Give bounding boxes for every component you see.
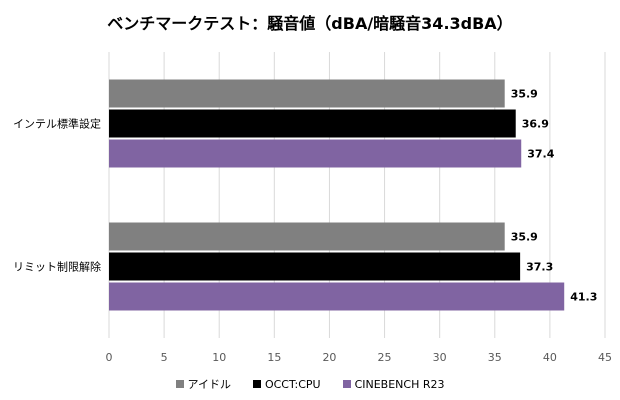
legend-entry: CINEBENCH R23 <box>342 376 445 392</box>
legend-entry: アイドル <box>175 376 231 392</box>
legend-swatch <box>252 380 261 388</box>
x-tick-label: 15 <box>267 351 281 364</box>
x-tick-label: 0 <box>106 351 113 364</box>
x-tick-label: 35 <box>488 351 502 364</box>
bar <box>109 222 505 251</box>
legend: アイドル OCCT:CPU CINEBENCH R23 <box>0 376 620 392</box>
x-tick-label: 30 <box>433 351 447 364</box>
legend-label: CINEBENCH R23 <box>354 377 445 391</box>
legend-entry: OCCT:CPU <box>252 376 321 392</box>
legend-label: OCCT:CPU <box>264 377 321 391</box>
bar <box>109 139 522 168</box>
legend-label: アイドル <box>187 378 231 391</box>
x-tick-label: 40 <box>543 351 557 364</box>
chart-title: ベンチマークテスト：騒音値（dBA/暗騒音34.3dBA） <box>107 14 513 33</box>
legend-swatch <box>175 380 184 388</box>
bar <box>109 79 505 108</box>
bar-value-label: 37.4 <box>527 148 554 161</box>
x-tick-label: 20 <box>322 351 336 364</box>
bar <box>109 282 565 311</box>
bar-value-label: 41.3 <box>570 291 597 304</box>
bar-value-label: 37.3 <box>526 261 553 274</box>
x-tick-label: 10 <box>212 351 226 364</box>
bar-value-label: 36.9 <box>522 118 549 131</box>
x-tick-label: 25 <box>378 351 392 364</box>
bar-value-label: 35.9 <box>511 231 538 244</box>
bar <box>109 252 521 281</box>
x-tick-label: 45 <box>598 351 612 364</box>
legend-swatch <box>342 380 351 388</box>
x-tick-label: 5 <box>161 351 168 364</box>
bar-value-label: 35.9 <box>511 88 538 101</box>
y-category-label: インテル標準設定 <box>13 117 101 131</box>
bar <box>109 109 516 138</box>
y-category-label: リミット制限解除 <box>13 260 101 274</box>
